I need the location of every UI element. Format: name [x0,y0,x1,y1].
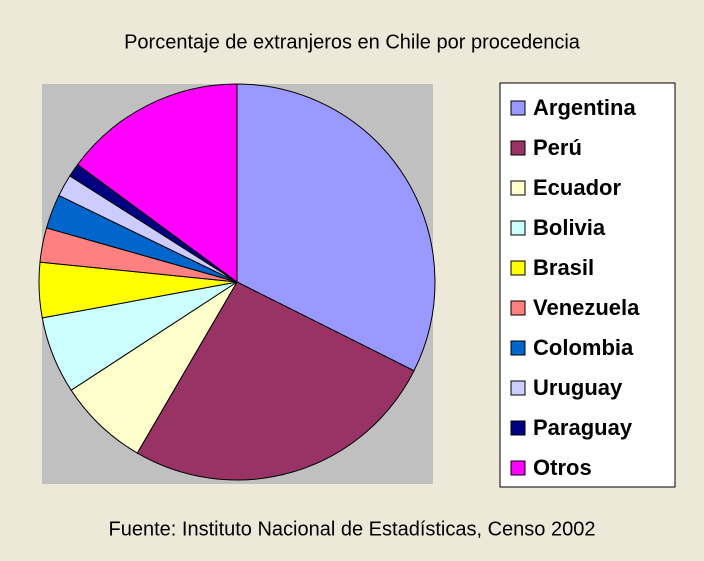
legend-swatch [510,140,526,156]
legend-label: Otros [533,455,592,480]
pie-slice [236,83,436,372]
legend-label: Venezuela [533,295,640,320]
legend-swatch [510,100,526,116]
legend [499,82,676,488]
pie-slice [76,83,238,283]
legend-label: Paraguay [533,415,633,440]
legend-label: Colombia [533,335,634,360]
legend-label: Bolivia [533,215,606,240]
legend-label: Uruguay [533,375,623,400]
legend-swatch [510,180,526,196]
legend-swatch [510,420,526,436]
legend-swatch [510,260,526,276]
legend-label: Brasil [533,255,594,280]
legend-label: Argentina [533,95,636,120]
legend-entries: Argentina Perú Ecuador Bolivia Brasil Venezue… [510,95,640,480]
source-note: Fuente: Instituto Nacional de Estadístic… [109,518,596,540]
pie [38,83,436,481]
pie-slice [136,281,415,481]
legend-label: Ecuador [533,175,621,200]
legend-swatch [510,220,526,236]
legend-swatch [510,460,526,476]
chart-title: Porcentaje de extranjeros en Chile por p… [124,31,581,53]
legend-swatch [510,300,526,316]
legend-swatch [510,340,526,356]
legend-swatch [510,380,526,396]
legend-label: Perú [533,135,582,160]
